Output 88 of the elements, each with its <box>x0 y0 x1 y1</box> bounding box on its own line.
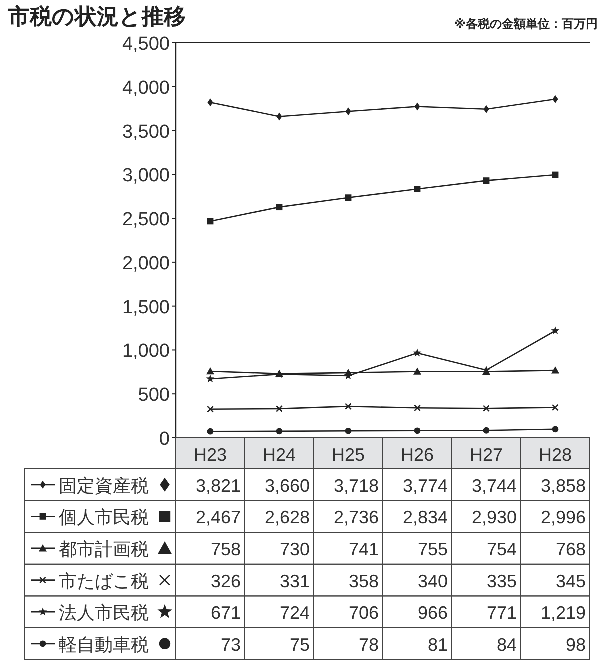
point <box>414 186 421 192</box>
data-label: 3,858 <box>540 476 586 496</box>
data-label: 84 <box>496 634 517 655</box>
data-label: 2,628 <box>264 508 310 528</box>
data-label: 755 <box>418 540 448 560</box>
data-label: 326 <box>210 571 241 592</box>
data-label: 358 <box>348 571 379 592</box>
data-label: 335 <box>486 571 517 592</box>
legend-label: 固定資産税 <box>59 476 149 496</box>
y-tick-label: 3,000 <box>122 166 170 187</box>
data-label: 340 <box>418 571 448 592</box>
y-tick-label: 4,500 <box>122 34 170 55</box>
data-label: 3,821 <box>196 476 241 496</box>
data-label: 345 <box>556 571 586 592</box>
y-tick-label: 2,000 <box>122 253 170 274</box>
point <box>414 428 421 434</box>
point <box>484 105 490 114</box>
point <box>345 194 352 202</box>
point <box>276 112 282 121</box>
point <box>206 374 215 383</box>
data-label: 331 <box>280 571 310 592</box>
chart-title: 市税の状況と推移 <box>7 4 186 29</box>
y-tick-label: 1,000 <box>122 341 170 362</box>
point <box>483 178 490 184</box>
point <box>552 426 559 433</box>
legend-label: 軽自動車税 <box>59 634 149 655</box>
data-label: 768 <box>556 540 586 560</box>
point <box>345 403 352 410</box>
data-label: 771 <box>486 603 517 624</box>
legend-label: 個人市民税 <box>59 508 149 528</box>
point <box>552 404 559 412</box>
data-label: 78 <box>358 634 379 655</box>
data-label: 3,660 <box>264 476 310 496</box>
point <box>208 98 214 107</box>
point <box>276 428 283 435</box>
point <box>414 368 422 375</box>
data-label: 724 <box>280 603 310 624</box>
x-tick-label: H28 <box>538 445 572 465</box>
point <box>207 406 214 413</box>
y-tick-label: 500 <box>138 385 170 406</box>
x-tick-label: H26 <box>400 445 434 465</box>
point <box>206 367 214 375</box>
point <box>483 405 490 412</box>
data-label: 966 <box>418 603 448 624</box>
data-label: 3,744 <box>472 476 517 496</box>
data-label: 2,736 <box>334 508 379 528</box>
point <box>207 428 214 435</box>
data-label: 730 <box>280 540 310 560</box>
data-label: 75 <box>290 634 310 655</box>
point <box>276 405 283 412</box>
y-tick-label: 4,000 <box>122 78 170 99</box>
data-label: 754 <box>486 540 517 560</box>
data-label: 1,219 <box>540 603 586 624</box>
data-label: 2,834 <box>402 508 448 528</box>
text: ※各税の金額単位：百万円 <box>454 17 598 31</box>
data-label: 3,718 <box>334 476 379 496</box>
data-label: 706 <box>348 603 379 624</box>
y-tick-label: 0 <box>159 429 170 450</box>
x-tick-label: H25 <box>332 445 366 465</box>
data-label: 2,467 <box>196 508 241 528</box>
data-label: 741 <box>348 540 379 560</box>
y-tick-label: 1,500 <box>122 297 170 318</box>
legend-label: 法人市民税 <box>59 603 149 624</box>
point <box>276 204 283 211</box>
point <box>345 428 352 434</box>
y-tick-label: 2,500 <box>122 210 170 231</box>
data-label: 2,930 <box>472 508 517 528</box>
data-label: 3,774 <box>402 476 448 496</box>
legend-label: 市たばこ税 <box>59 571 149 592</box>
x-tick-label: H24 <box>262 445 296 465</box>
data-label: 98 <box>566 634 586 655</box>
point <box>414 102 420 111</box>
point <box>414 404 421 412</box>
data-label: 2,996 <box>540 508 586 528</box>
data-label: 671 <box>210 603 241 624</box>
y-tick-label: 3,500 <box>122 122 170 143</box>
data-label: 73 <box>220 634 241 655</box>
x-tick-label: H27 <box>470 445 504 465</box>
point <box>346 108 352 116</box>
data-label: 81 <box>428 634 448 655</box>
point <box>552 366 560 374</box>
x-tick-label: H23 <box>194 445 228 465</box>
point <box>483 427 490 434</box>
point <box>413 348 422 357</box>
legend-label: 都市計画税 <box>59 540 149 560</box>
point <box>552 95 558 104</box>
data-label: 758 <box>210 540 241 560</box>
point <box>551 326 560 335</box>
